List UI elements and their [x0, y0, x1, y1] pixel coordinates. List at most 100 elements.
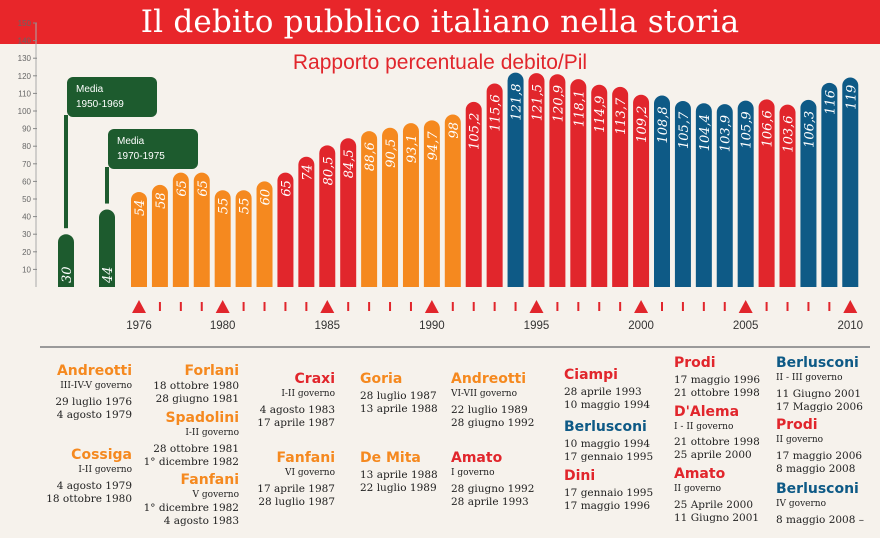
bar — [842, 77, 859, 287]
y-tick-label: 90 — [22, 125, 31, 134]
bar — [674, 100, 691, 287]
bar-value-label: 65 — [196, 180, 211, 197]
bar-value-label: 114,9 — [593, 96, 608, 133]
y-tick-label: 60 — [22, 177, 31, 186]
x-minor-tick — [242, 302, 245, 311]
gov-term: V governo — [192, 490, 239, 500]
x-tick-label: 2005 — [733, 320, 759, 332]
gov-entry: Andreotti VI-VII governo 22 luglio 1989 … — [451, 371, 546, 429]
gov-name: Andreotti — [56, 363, 132, 379]
x-minor-tick — [765, 302, 768, 311]
average-label: Media — [76, 84, 104, 95]
bar-value-label: 103,6 — [782, 115, 797, 152]
gov-name: Fanfani — [180, 472, 239, 488]
bar — [737, 100, 754, 287]
gov-name: Berlusconi — [776, 481, 859, 497]
bar-value-label: 113,7 — [614, 97, 629, 135]
bar — [821, 82, 838, 287]
gov-name: Amato — [451, 450, 503, 466]
gov-date: 29 luglio 1976 — [55, 396, 132, 408]
gov-entry: Andreotti III-IV-V governo 29 luglio 197… — [40, 363, 132, 421]
gov-entry: De Mita 13 aprile 1988 22 luglio 1989 — [360, 450, 452, 494]
average-callout — [67, 77, 157, 117]
gov-date: 17 maggio 2006 — [776, 450, 863, 462]
y-tick-label: 10 — [22, 265, 31, 274]
bar-value-label: 106,6 — [761, 110, 776, 147]
x-major-tick — [634, 300, 649, 313]
bar-value-label: 80,5 — [321, 156, 336, 185]
gov-term: I-II governo — [281, 389, 335, 399]
average-bar — [99, 209, 115, 287]
gov-date: 18 ottobre 1980 — [153, 380, 239, 392]
gov-date: 10 maggio 1994 — [564, 398, 651, 411]
bar — [486, 83, 503, 287]
bar-value-label: 94,7 — [426, 131, 441, 161]
gov-date: 4 agosto 1979 — [56, 408, 132, 421]
gov-name: Ciampi — [564, 367, 618, 383]
bar-value-label: 104,4 — [698, 114, 713, 151]
x-tick-label: 1995 — [524, 320, 550, 332]
bar-value-label: 118,1 — [572, 90, 587, 127]
bar — [465, 101, 482, 288]
timeline-separator — [40, 346, 870, 348]
bar-value-label: 103,9 — [719, 115, 734, 152]
gov-term: VI governo — [284, 468, 335, 478]
bar — [361, 131, 378, 287]
callout-stem — [105, 167, 109, 204]
bar-value-label: 120,9 — [551, 85, 566, 122]
debt-chart: 10 20 30 40 50 60 70 80 90 100 110 120 130 140 150 30 Me… — [18, 19, 863, 332]
x-major-tick — [529, 300, 544, 313]
average-label: 1970-1975 — [117, 151, 165, 162]
gov-entry: Berlusconi 10 maggio 1994 17 gennaio 199… — [564, 419, 664, 463]
bar — [800, 99, 817, 287]
gov-date: 11 Giugno 2001 — [674, 511, 760, 524]
gov-term: VI-VII governo — [451, 389, 518, 399]
bar — [423, 120, 440, 287]
gov-name: Goria — [360, 371, 403, 387]
x-minor-tick — [200, 302, 203, 311]
gov-term: II - III governo — [776, 373, 843, 383]
bar — [382, 127, 399, 287]
x-major-tick — [320, 300, 335, 313]
x-minor-tick — [723, 302, 726, 311]
bar-value-label: 98 — [447, 122, 462, 139]
chart-subtitle: Rapporto percentuale debito/Pil — [292, 51, 588, 74]
bar — [612, 86, 629, 287]
gov-term: I - II governo — [674, 422, 734, 432]
bar-value-label: 105,9 — [740, 111, 755, 148]
bar-value-label: 60 — [259, 189, 274, 206]
x-tick-label: 1980 — [210, 320, 236, 332]
gov-entry: Forlani 18 ottobre 1980 28 giugno 1981 — [135, 363, 239, 405]
gov-name: Forlani — [184, 363, 239, 379]
gov-entry: Goria 28 luglio 1987 13 aprile 1988 — [360, 371, 452, 415]
gov-date: 8 maggio 2008 — [776, 462, 856, 475]
bar-value-label: 88,6 — [363, 142, 378, 171]
bar — [214, 190, 231, 287]
gov-name: Craxi — [294, 371, 335, 387]
bar-value-label: 74 — [300, 164, 315, 181]
bar-value-label: 119 — [844, 85, 859, 110]
gov-entry: Spadolini I-II governo 28 ottobre 1981 1… — [135, 410, 239, 468]
gov-name: De Mita — [360, 450, 421, 466]
average-callout — [108, 129, 198, 169]
gov-date: 22 luglio 1989 — [451, 404, 528, 416]
y-tick-label: 70 — [22, 160, 31, 169]
gov-date: 8 maggio 2008 – — [776, 514, 865, 526]
y-tick-label: 80 — [22, 142, 31, 151]
gov-name: Berlusconi — [564, 419, 647, 435]
x-minor-tick — [179, 302, 182, 311]
y-tick-label: 110 — [18, 89, 31, 98]
x-minor-tick — [807, 302, 810, 311]
gov-entry: Dini 17 gennaio 1995 17 maggio 1996 — [564, 468, 664, 512]
gov-date: 4 agosto 1979 — [56, 480, 132, 492]
y-tick-label: 50 — [22, 195, 31, 204]
x-minor-tick — [514, 302, 517, 311]
gov-date: 1° dicembre 1982 — [143, 502, 239, 514]
bar-value-label: 93,1 — [405, 134, 420, 163]
bar — [193, 172, 210, 287]
gov-date: 28 aprile 1993 — [451, 495, 529, 508]
gov-date: 13 aprile 1988 — [360, 402, 438, 415]
gov-name: Fanfani — [276, 450, 335, 466]
bar — [654, 95, 670, 288]
gov-entry: Amato II governo 25 Aprile 2000 11 Giugn… — [674, 466, 770, 524]
